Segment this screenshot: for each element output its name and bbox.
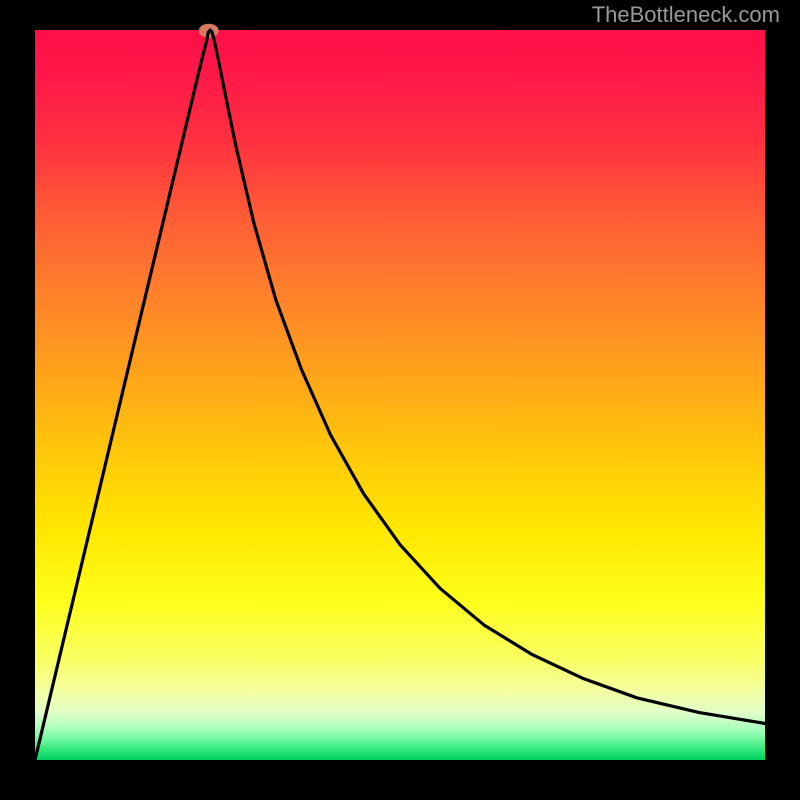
bottleneck-chart: TheBottleneck.com xyxy=(0,0,800,800)
site-watermark-text: TheBottleneck.com xyxy=(592,2,780,27)
plot-background-gradient xyxy=(35,30,765,760)
